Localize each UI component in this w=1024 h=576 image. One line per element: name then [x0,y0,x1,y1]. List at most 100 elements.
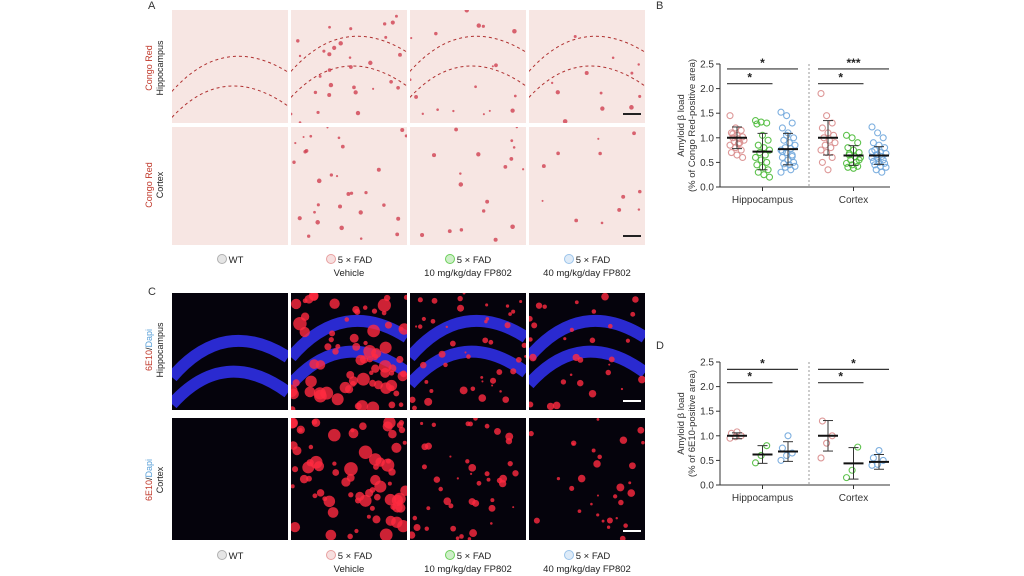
legend-label: 5 × FAD [456,255,492,266]
plaque [455,536,460,540]
legend-item: 5 × FAD 40 mg/kg/day FP802 [522,254,652,280]
plaque [638,189,642,194]
data-point [778,444,786,452]
plaque [464,10,469,13]
plaque [459,534,464,539]
plaque [388,364,397,373]
plaque [590,502,593,506]
plaque [424,380,429,384]
data-point [737,146,745,154]
plaque [299,326,310,338]
plaque [632,131,636,136]
plaque [447,229,452,234]
data-point [855,156,863,164]
plaque [348,492,354,498]
data-point [788,152,796,161]
plaque [303,150,307,154]
plaque [438,486,443,492]
data-point [777,108,785,116]
significance-label: * [747,370,752,384]
plaque [332,461,337,466]
legend-label: 5 × FAD [575,255,611,266]
plaque [352,342,361,351]
plaque [491,65,494,68]
plaque [337,136,341,140]
plaque [584,70,589,75]
plaque [504,322,511,329]
plaque [628,481,632,485]
y-tick-label: 0.0 [700,183,714,194]
plaque [372,87,375,90]
plaque [344,317,350,322]
micrograph [529,10,645,123]
y-tick-label: 1.0 [700,431,714,442]
plaque [354,528,359,534]
plaque [373,380,383,390]
plaque [617,207,622,212]
plaque [355,110,361,116]
data-point [823,112,831,120]
plaque [443,362,448,368]
group-marker-icon [325,254,336,264]
plaque [541,199,544,202]
plaque [389,79,393,84]
data-point [848,134,856,142]
plaque [316,489,325,497]
plaque [478,394,487,402]
plaque [600,221,604,225]
legend-label: WT [228,255,244,266]
plaque [469,529,478,538]
plaque [577,509,582,514]
plaque [591,309,597,314]
plaque [637,63,640,66]
plaque [421,443,429,451]
legend-label: 5 × FAD [337,551,373,562]
data-point [848,466,856,474]
plaque [508,312,512,316]
plaque [494,63,498,68]
plaque [510,368,517,375]
panel-label-a: A [148,0,156,12]
scale-bar [623,235,641,237]
group-marker-icon [216,254,227,264]
plaque [292,466,299,473]
plaque [352,85,356,90]
plaque [519,299,523,304]
plaque [510,108,515,113]
plaque [524,354,526,358]
scale-bar [623,400,641,402]
plaque [431,153,437,158]
plaque [382,203,386,207]
plaque [459,386,468,395]
plaque [309,134,313,138]
counterstain-label: Dapi [144,458,154,478]
data-point [778,124,786,132]
plaque [601,293,609,301]
plaque [398,323,407,335]
panel-label-c: C [148,286,156,298]
micrograph [172,293,288,410]
significance-label: * [760,356,765,370]
plaque [424,526,429,531]
plaque [607,323,613,329]
panel-label-b: B [656,0,664,12]
legend-item: 5 × FAD Vehicle [284,550,414,576]
plaque [347,533,353,540]
plaque [448,503,454,509]
plaque [373,493,381,501]
plaque [371,308,378,314]
plaque [412,515,418,521]
plaque [433,476,441,483]
plaque [619,436,628,444]
plaque [511,309,516,314]
legend-sublabel: Vehicle [333,564,365,575]
plaque [606,517,613,524]
plaque [459,228,464,232]
legend-sublabel: 40 mg/kg/day FP802 [543,268,631,279]
plaque [388,429,397,439]
plaque [339,381,351,394]
plaque [339,225,344,231]
data-point [869,139,877,147]
data-point [828,153,836,162]
plaque [570,440,577,446]
